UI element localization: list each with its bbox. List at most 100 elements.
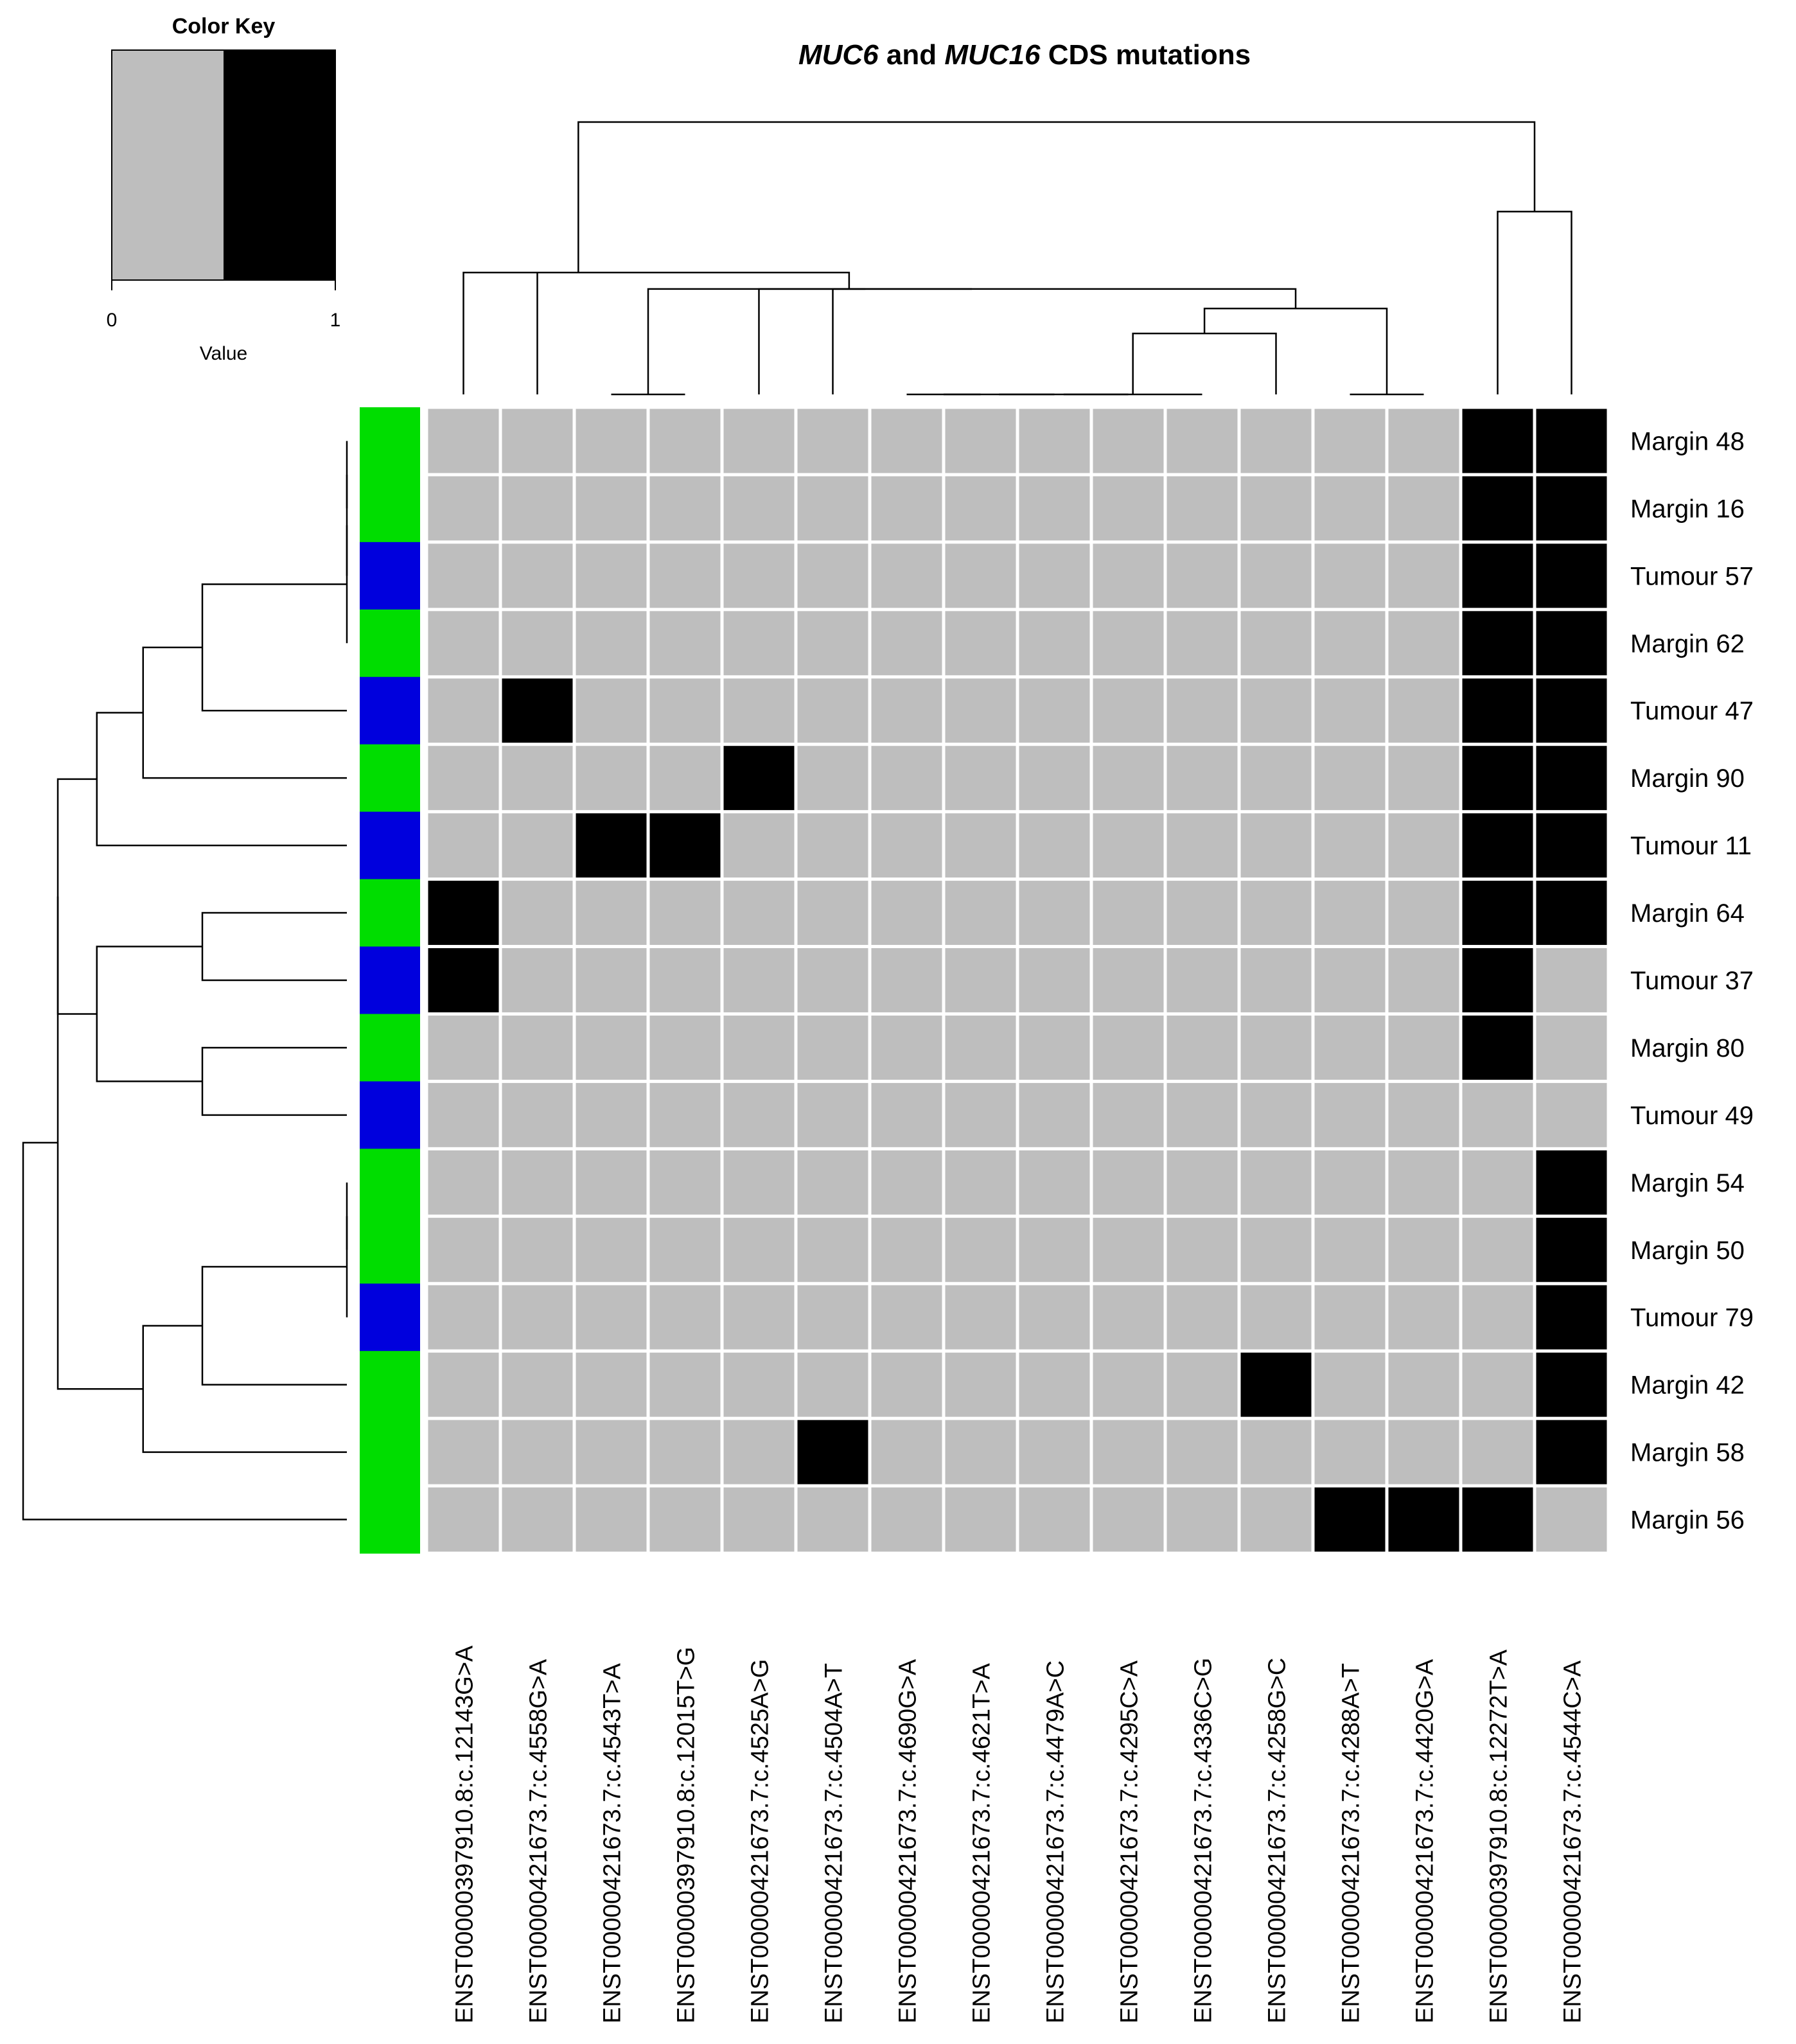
heatmap-cell: [1462, 1082, 1533, 1147]
heatmap-cell: [576, 948, 647, 1012]
heatmap-cell: [723, 1487, 795, 1552]
heatmap-cell: [649, 1015, 721, 1080]
row-label: Margin 62: [1630, 630, 1745, 658]
heatmap-cell: [1093, 1082, 1164, 1147]
heatmap-cell: [797, 1150, 868, 1215]
heatmap-cell: [797, 746, 868, 811]
heatmap-cell: [723, 1082, 795, 1147]
heatmap-cell: [502, 1352, 573, 1417]
heatmap-cell: [1093, 1285, 1164, 1350]
row-label: Margin 80: [1630, 1034, 1745, 1062]
heatmap-cell: [502, 476, 573, 541]
dendrogram-link: [142, 1325, 347, 1453]
heatmap-cell: [1388, 678, 1459, 743]
title-part-3: MUC16: [944, 39, 1041, 71]
heatmap-cell: [1462, 1015, 1533, 1080]
column-label: ENST00000421673.7:c.4525A>G: [747, 1659, 774, 2023]
heatmap-cell: [1314, 1487, 1386, 1552]
color-key-bin: [112, 50, 224, 280]
heatmap-cell: [1019, 1082, 1090, 1147]
column-label: ENST00000421673.7:c.4420G>A: [1412, 1659, 1439, 2023]
sidebar-group-cell: [360, 1418, 420, 1486]
row-label: Margin 64: [1630, 899, 1745, 928]
heatmap-cell: [1388, 1352, 1459, 1417]
heatmap-cell: [797, 611, 868, 676]
heatmap-cell: [871, 1015, 942, 1080]
heatmap-cell: [1462, 881, 1533, 946]
heatmap-cell: [1019, 1217, 1090, 1282]
dendrogram-link: [536, 272, 850, 394]
heatmap-cell: [576, 1420, 647, 1485]
heatmap-cell: [428, 543, 499, 608]
row-label: Margin 42: [1630, 1371, 1745, 1400]
heatmap-cell: [428, 476, 499, 541]
heatmap-cell: [1536, 409, 1607, 473]
heatmap-cell: [502, 948, 573, 1012]
heatmap-cell: [945, 1420, 1016, 1485]
heatmap-cell: [1536, 1150, 1607, 1215]
heatmap-cell: [1240, 409, 1312, 473]
column-label: ENST00000421673.7:c.4258G>C: [1264, 1658, 1291, 2023]
heatmap-cell: [649, 476, 721, 541]
heatmap-cell: [1314, 1082, 1386, 1147]
heatmap-cell: [502, 746, 573, 811]
heatmap-cell: [1462, 1217, 1533, 1282]
heatmap-cell: [871, 1217, 942, 1282]
heatmap-cell: [797, 678, 868, 743]
heatmap-cell: [1314, 881, 1386, 946]
heatmap-cell: [871, 678, 942, 743]
heatmap-cell: [1167, 1285, 1238, 1350]
heatmap-cell: [502, 1487, 573, 1552]
heatmap-cell: [1388, 746, 1459, 811]
heatmap-cell: [428, 678, 499, 743]
heatmap-cell: [1314, 1015, 1386, 1080]
heatmap-cell: [1167, 1352, 1238, 1417]
color-key-xlabel: Value: [200, 343, 248, 364]
row-labels: Margin 48 Margin 16 Tumour 57 Margin 62 Tumo…: [1630, 427, 1754, 1534]
heatmap-cell: [871, 881, 942, 946]
heatmap-cell: [502, 543, 573, 608]
heatmap-cell: [1536, 746, 1607, 811]
heatmap-cell: [723, 1150, 795, 1215]
heatmap-cell: [871, 1150, 942, 1215]
heatmap-cell: [1167, 678, 1238, 743]
row-label: Margin 58: [1630, 1439, 1745, 1467]
heatmap-cell: [1314, 1150, 1386, 1215]
color-key-bins: [112, 50, 335, 280]
column-label: ENST00000421673.7:c.4558G>A: [525, 1659, 552, 2023]
heatmap-cell: [1462, 1487, 1533, 1552]
sidebar-group-cell: [360, 1149, 420, 1217]
row-label: Margin 50: [1630, 1237, 1745, 1265]
sidebar-group-cell: [360, 1486, 420, 1554]
heatmap-cell: [797, 1487, 868, 1552]
heatmap-cell: [1167, 1150, 1238, 1215]
sidebar-group-cell: [360, 744, 420, 813]
heatmap-cell: [428, 1487, 499, 1552]
heatmap-cell: [1167, 409, 1238, 473]
sidebar-group-cell: [360, 879, 420, 947]
sidebar-group-cell: [360, 407, 420, 475]
heatmap-cell: [1240, 1082, 1312, 1147]
heatmap-cell: [1462, 409, 1533, 473]
heatmap-cell: [1536, 881, 1607, 946]
heatmap-cell: [1093, 1420, 1164, 1485]
heatmap-cell: [1536, 948, 1607, 1012]
heatmap-cell: [649, 1217, 721, 1282]
dendrogram-link: [1497, 211, 1572, 394]
heatmap-cell: [723, 746, 795, 811]
color-key-bin: [224, 50, 335, 280]
heatmap-cell: [1167, 948, 1238, 1012]
row-label: Margin 56: [1630, 1506, 1745, 1535]
dendrogram-link: [1203, 308, 1388, 394]
heatmap-cell: [1314, 409, 1386, 473]
heatmap-cell: [502, 1150, 573, 1215]
heatmap-cell: [797, 813, 868, 878]
chart-title: MUC6 and MUC16 CDS mutations: [798, 39, 1251, 71]
sidebar-group-cell: [360, 1014, 420, 1082]
heatmap-cell: [945, 1352, 1016, 1417]
column-label: ENST00000397910.8:c.12272T>A: [1486, 1649, 1513, 2023]
heatmap-cell: [1388, 543, 1459, 608]
heatmap-cell: [1019, 678, 1090, 743]
heatmap-cell: [1167, 813, 1238, 878]
